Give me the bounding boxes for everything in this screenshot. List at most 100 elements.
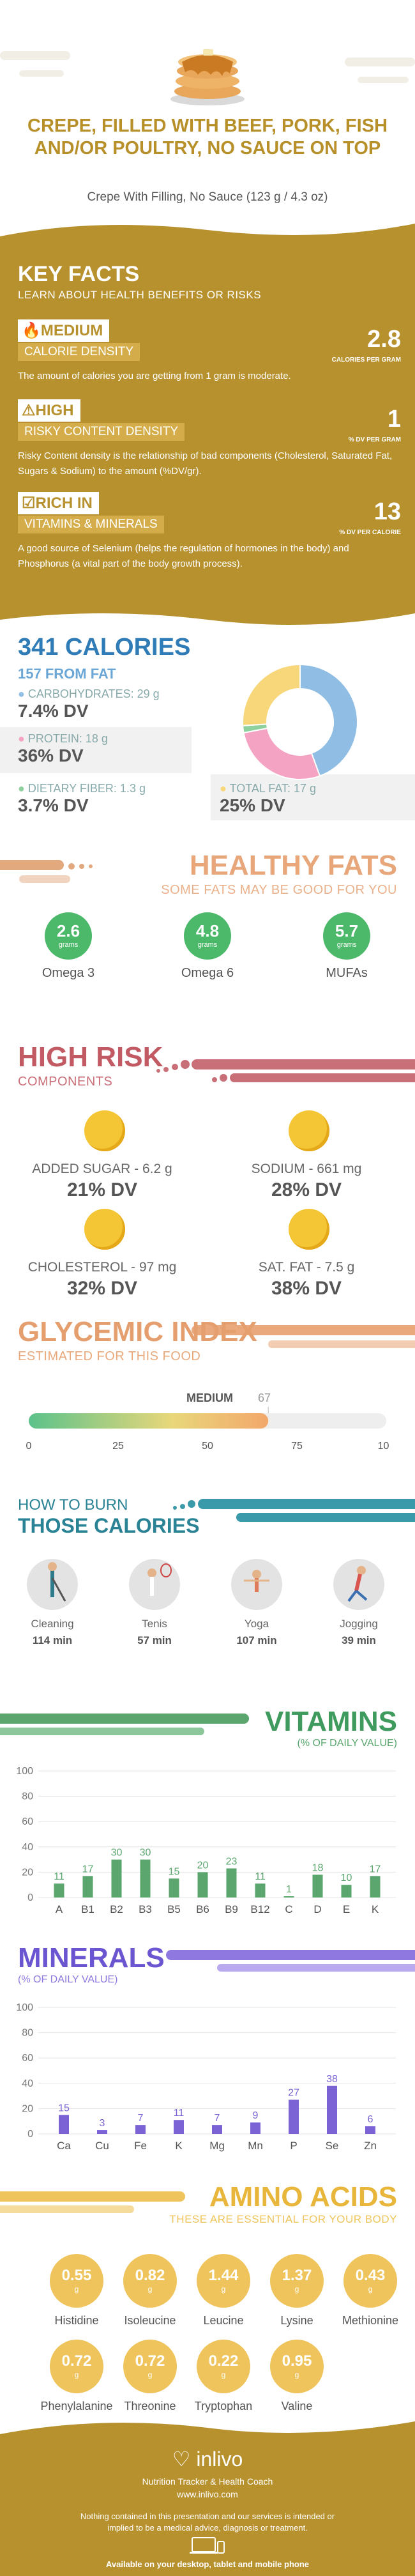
wave-divider <box>0 2415 415 2434</box>
amino-unit: g <box>74 2285 79 2294</box>
mineral-ytick: 0 <box>27 2129 33 2140</box>
activity-cleaning: Cleaning 114 min <box>14 1559 91 1647</box>
amino-label: Leucine <box>203 2314 244 2327</box>
vitamin-value-label: 11 <box>54 1871 64 1882</box>
key-fact-risky-density: ⚠HIGH RISKY CONTENT DENSITY 1 % DV PER G… <box>18 399 401 479</box>
mineral-xtick: K <box>175 2140 183 2152</box>
minerals-section: MINERALS (% OF DAILY VALUE) 0 20 40 60 80 100… <box>0 1936 415 2172</box>
amino-circle-leucine: 1.44 g <box>197 2254 250 2308</box>
vitamin-bar <box>226 1868 237 1897</box>
amino-label: Lysine <box>280 2314 313 2327</box>
carbs-stat: ● CARBOHYDRATES: 29 g 7.4% DV <box>18 684 160 721</box>
mineral-value-label: 38 <box>326 2074 338 2085</box>
key-fact-description: The amount of calories you are getting f… <box>18 371 291 381</box>
vitamin-ytick: 80 <box>22 1791 33 1802</box>
carbs-dv: 7.4% DV <box>18 701 89 721</box>
mineral-xtick: P <box>290 2140 297 2152</box>
calories-from-fat: 157 FROM FAT <box>18 666 116 682</box>
activity-jogging: Jogging 39 min <box>321 1559 397 1647</box>
carbs-label: ● CARBOHYDRATES: 29 g <box>18 687 160 700</box>
vitamin-xtick: B6 <box>196 1903 209 1915</box>
header-decoration <box>0 51 415 83</box>
warning-icon-tag: ⚠HIGH <box>18 399 80 422</box>
vitamin-xtick: B12 <box>250 1903 269 1915</box>
vitamin-value-label: 20 <box>197 1860 209 1871</box>
vitamin-ytick: 40 <box>22 1842 33 1853</box>
added-sugar-dv: 21% DV <box>66 1179 138 1200</box>
amino-label: Threonine <box>124 2400 176 2412</box>
brand-tagline: Nutrition Tracker & Health Coach <box>142 2476 273 2487</box>
amino-unit: g <box>147 2285 153 2294</box>
vitamin-xtick: B1 <box>81 1903 94 1915</box>
key-fact-level: HIGH <box>35 402 74 419</box>
amino-unit: g <box>368 2285 373 2294</box>
cholesterol-dv: 32% DV <box>66 1278 138 1299</box>
added-sugar-label: ADDED SUGAR - 6.2 g <box>32 1162 172 1176</box>
vitamin-bar <box>283 1896 294 1897</box>
amino-unit: g <box>294 2285 299 2294</box>
smiley-icon <box>84 1209 125 1250</box>
amino-value: 0.95 <box>282 2352 312 2370</box>
key-fact-unit: % DV PER GRAM <box>348 436 401 443</box>
brand-url[interactable]: www.inlivo.com <box>177 2489 238 2499</box>
amino-value: 0.22 <box>208 2352 239 2370</box>
key-fact-value: 2.8 <box>367 326 401 353</box>
mineral-ytick: 60 <box>22 2053 33 2064</box>
healthy-fats-section: HEALTHY FATS SOME FATS MAY BE GOOD FOR Y… <box>0 837 415 1029</box>
omega6-circle: 4.8 grams <box>184 912 231 960</box>
donut-slice-carbs <box>299 663 358 777</box>
mineral-bar <box>289 2099 299 2134</box>
key-fact-value: 13 <box>374 498 401 525</box>
cleaning-icon <box>27 1559 78 1610</box>
minerals-bar-chart: 0 20 40 60 80 100 15 Ca 3 Cu 7 Fe 11 K 7 Mg 9 Mn 27 P 38 Se 6 Z… <box>16 2002 396 2152</box>
key-fact-name: CALORIE DENSITY <box>18 343 140 361</box>
activity-yoga: Yoga 107 min <box>218 1559 295 1647</box>
vitamins-bar-chart: 0 20 40 60 80 100 11 A 17 B1 30 B2 30 B3 15 B5 20 B6 23 B9 1… <box>16 1766 396 1915</box>
amino-label: Histidine <box>54 2314 99 2327</box>
amino-circle-histidine: 0.55 g <box>50 2254 103 2308</box>
serving-size: Crepe With Filling, No Sauce (123 g / 4.… <box>87 190 328 204</box>
brand-logo: ♡ inlivo <box>172 2448 243 2471</box>
key-fact-value: 1 <box>387 406 401 433</box>
vitamin-value-label: 30 <box>111 1848 123 1859</box>
high-risk-section: HIGH RISK COMPONENTS ADDED SUGAR - 6.2 g… <box>0 1029 415 1299</box>
vitamin-xtick: E <box>343 1903 350 1915</box>
mineral-xtick: Mn <box>248 2140 263 2152</box>
amino-label: Methionine <box>342 2314 399 2327</box>
key-facts-section: KEY FACTS LEARN ABOUT HEALTH BENEFITS OR… <box>0 217 415 632</box>
amino-value: 1.44 <box>208 2267 239 2284</box>
calories-title: 341 CALORIES <box>18 634 191 661</box>
fat-dv: 25% DV <box>220 795 285 815</box>
footer: ♡ inlivo Nutrition Tracker & Health Coac… <box>0 2415 415 2576</box>
vitamin-value-label: 1 <box>286 1884 292 1895</box>
donut-slice-fat <box>242 663 301 726</box>
vitamin-bar <box>82 1876 93 1897</box>
donut-slice-protein <box>243 727 321 780</box>
mineral-value-label: 6 <box>368 2114 374 2125</box>
vitamin-bar <box>111 1859 122 1897</box>
fire-icon-tag: 🔥MEDIUM <box>18 319 110 342</box>
amino-circle-valine: 0.95 g <box>270 2340 324 2393</box>
key-fact-vitamins: ☑RICH IN VITAMINS & MINERALS 13 % DV PER… <box>18 492 401 572</box>
omega6-label: Omega 6 <box>181 966 234 980</box>
mufas-circle: 5.7 grams <box>323 912 370 960</box>
glycemic-tick: 75 <box>291 1441 303 1452</box>
wave-divider <box>0 613 415 632</box>
vitamin-value-label: 15 <box>169 1866 180 1877</box>
amino-acids-section: AMINO ACIDS THESE ARE ESSENTIAL FOR YOUR… <box>0 2172 415 2415</box>
vitamin-value-label: 11 <box>255 1871 266 1882</box>
mineral-bar <box>97 2130 107 2134</box>
vitamin-value-label: 10 <box>341 1873 352 1883</box>
amino-circle-threonine: 0.72 g <box>123 2340 177 2393</box>
amino-circle-lysine: 1.37 g <box>270 2254 324 2308</box>
mineral-bar <box>250 2122 260 2134</box>
protein-stat-bg <box>0 727 192 773</box>
protein-label: ● PROTEIN: 18 g <box>18 732 108 745</box>
mineral-bar <box>365 2126 375 2134</box>
amino-unit: g <box>221 2370 226 2379</box>
pancakes-icon <box>170 49 245 105</box>
key-facts-subtitle: LEARN ABOUT HEALTH BENEFITS OR RISKS <box>18 289 262 301</box>
mineral-bar <box>59 2115 69 2134</box>
mineral-ytick: 20 <box>22 2103 33 2114</box>
amino-label: Tryptophan <box>194 2400 253 2412</box>
